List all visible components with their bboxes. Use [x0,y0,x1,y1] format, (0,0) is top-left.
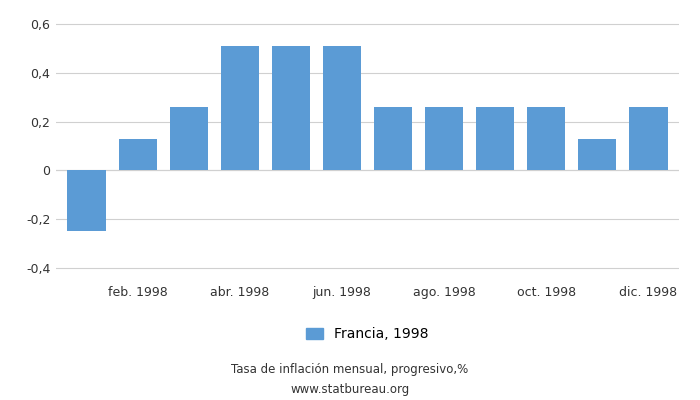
Bar [374,107,412,170]
Bar [220,46,259,170]
Bar [67,170,106,231]
Bar [476,107,514,170]
Legend: Francia, 1998: Francia, 1998 [307,327,428,341]
Bar [527,107,566,170]
Bar [169,107,208,170]
Text: Tasa de inflación mensual, progresivo,%: Tasa de inflación mensual, progresivo,% [232,364,468,376]
Bar [323,46,361,170]
Bar [118,139,157,170]
Bar [578,139,617,170]
Text: www.statbureau.org: www.statbureau.org [290,384,410,396]
Bar [629,107,668,170]
Bar [425,107,463,170]
Bar [272,46,310,170]
